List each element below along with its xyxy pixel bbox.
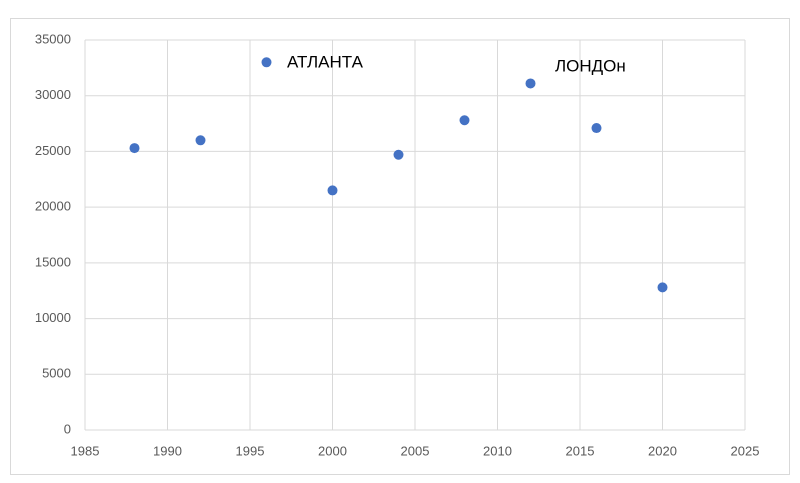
y-tick-label: 10000 [35,310,71,325]
chart-frame [10,18,790,475]
point [129,143,140,154]
x-tick-label: 1995 [236,443,265,458]
point [591,123,602,134]
y-tick-label: 30000 [35,87,71,102]
x-tick-label: 2010 [483,443,512,458]
point [657,282,668,293]
y-tick-label: 0 [64,421,71,436]
x-tick-label: 2015 [566,443,595,458]
point [393,149,404,160]
y-tick-label: 15000 [35,254,71,269]
point [459,115,470,126]
x-tick-label: 2000 [318,443,347,458]
point [261,57,272,68]
x-tick-label: 2005 [401,443,430,458]
y-tick-label: 35000 [35,31,71,46]
annotation: АТЛАНТА [287,52,364,71]
x-tick-label: 1990 [153,443,182,458]
x-tick-label: 1985 [71,443,100,458]
y-tick-label: 20000 [35,199,71,214]
point [195,135,206,146]
x-tick-label: 2020 [648,443,677,458]
point [525,78,536,89]
y-tick-label: 5000 [42,366,71,381]
annotation: ЛОНДОн [555,56,626,75]
x-tick-label: 2025 [731,443,760,458]
y-tick-label: 25000 [35,143,71,158]
point [327,185,338,196]
